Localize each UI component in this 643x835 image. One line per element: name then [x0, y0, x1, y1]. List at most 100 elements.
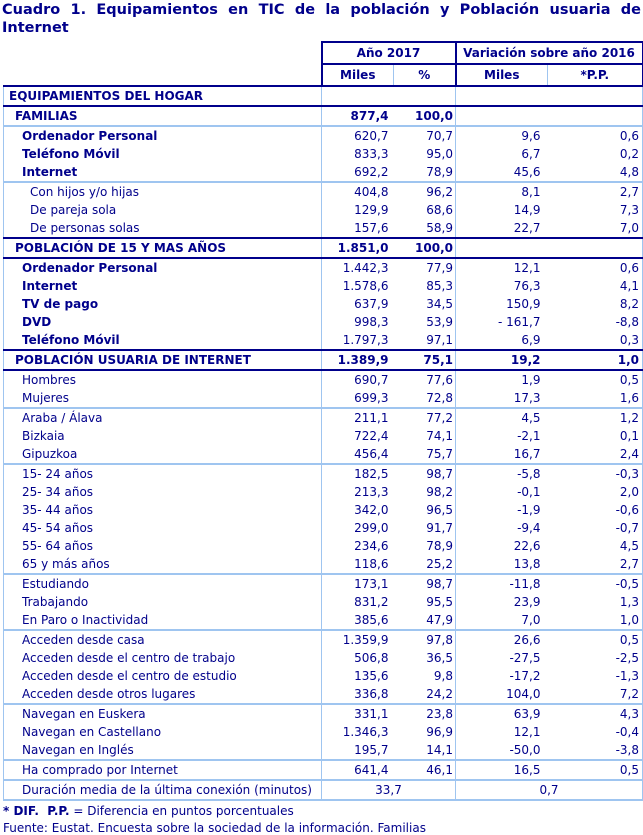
cell-pp-variation: 0,5 [547, 630, 643, 649]
cell-pct-2017: 85,3 [393, 277, 456, 295]
table-row: Navegan en Castellano 1.346,3 96,9 12,1 -0,4 [3, 723, 643, 741]
cell-miles-2017: 877,4 [321, 106, 394, 127]
table-row: 65 y más años 118,6 25,2 13,8 2,7 [3, 555, 643, 575]
cell-pct-2017: 36,5 [393, 649, 456, 667]
table-row: De personas solas 157,6 58,9 22,7 7,0 [3, 219, 643, 238]
cell-pct-2017: 98,7 [393, 464, 456, 483]
cell-pct-2017: 78,9 [393, 163, 456, 183]
cell-miles-variation: 150,9 [506, 297, 541, 311]
table-row: POBLACIÓN DE 15 Y MAS AÑOS 1.851,0 100,0 [3, 237, 643, 259]
cell-miles-2017: 692,2 [321, 163, 394, 183]
cell-miles-variation: 22,7 [513, 221, 541, 235]
cell-pct-2017: 98,2 [393, 483, 456, 501]
row-label: 55- 64 años [3, 537, 322, 555]
cell-miles-variation: 22,6 [513, 539, 541, 553]
cell-pp-variation: 4,3 [547, 704, 643, 723]
row-label: En Paro o Inactividad [3, 611, 322, 631]
cell-miles-2017: 211,1 [354, 411, 389, 425]
cell-miles-2017: 998,3 [354, 315, 389, 329]
cell-miles-variation: -9,4 [517, 521, 541, 535]
cell-miles-variation: 7,0 [455, 611, 548, 631]
row-label: 65 y más años [3, 555, 322, 575]
table-row: Navegan en Euskera 331,1 23,8 63,9 4,3 [3, 704, 643, 723]
cell-pct-2017: 98,7 [393, 574, 456, 593]
cell-pp-variation: 0,5 [547, 760, 643, 781]
cell-pct-2017: 68,6 [393, 201, 456, 219]
cell-miles-2017: 833,3 [354, 147, 389, 161]
cell-pp-variation: 4,1 [547, 277, 643, 295]
row-label: 25- 34 años [3, 483, 322, 501]
cell-miles-variation: 13,8 [455, 555, 548, 575]
row-label: Gipuzkoa [3, 445, 322, 465]
cell-pct-2017: 24,2 [393, 685, 456, 705]
cell-pp-variation: 2,7 [547, 555, 643, 575]
row-label: Mujeres [3, 389, 322, 409]
cell-miles-variation: 8,1 [521, 185, 541, 199]
table-row: Estudiando 173,1 98,7 -11,8 -0,5 [3, 574, 643, 593]
row-label: Ha comprado por Internet [3, 760, 322, 781]
cell-pp-variation [547, 237, 643, 259]
cell-pp-variation: -0,3 [547, 464, 643, 483]
cell-pct-2017 [393, 85, 456, 107]
table-row: Acceden desde el centro de trabajo 506,8 3… [3, 649, 643, 667]
cell-miles-variation: 12,1 [513, 261, 541, 275]
cell-pp-variation: 7,3 [547, 201, 643, 219]
cell-miles-variation: 12,1 [513, 725, 541, 739]
cell-pp-variation: 0,6 [547, 126, 643, 145]
row-label: Duración media de la última conexión (mi… [3, 780, 322, 801]
row-label: Internet [3, 277, 322, 295]
cell-miles-variation: -50,0 [455, 741, 548, 761]
row-label: Navegan en Euskera [3, 704, 322, 723]
table-row: Araba / Álava 211,1 77,2 4,5 1,2 [3, 408, 643, 427]
cell-pct-2017: 95,0 [393, 145, 456, 163]
row-label: FAMILIAS [3, 106, 322, 127]
cell-miles-2017: 213,3 [354, 485, 389, 499]
table-row: Ordenador Personal 620,7 70,7 9,6 0,6 [3, 126, 643, 145]
table-row: FAMILIAS 877,4 100,0 [3, 106, 643, 127]
cell-miles-variation [455, 237, 548, 259]
cell-pct-2017: 53,9 [393, 313, 456, 331]
table-row: 55- 64 años 234,6 78,9 22,6 4,5 [3, 537, 643, 555]
table-row: Mujeres 699,3 72,8 17,3 1,6 [3, 389, 643, 409]
cell-pct-2017: 23,8 [393, 704, 456, 723]
row-label: Acceden desde el centro de estudio [3, 667, 322, 685]
cell-pct-2017: 34,5 [393, 295, 456, 313]
cell-miles-variation: 1,9 [521, 373, 541, 387]
cell-pp-variation: 7,2 [547, 685, 643, 705]
row-label: Acceden desde casa [3, 630, 322, 649]
cell-pct-2017: 97,1 [393, 331, 456, 350]
cell-miles-2017: 299,0 [354, 521, 389, 535]
cell-pct-2017: 9,8 [393, 667, 456, 685]
cell-miles-2017: 831,2 [354, 595, 389, 609]
cell-miles-2017: 1.442,3 [342, 261, 389, 275]
row-label: Bizkaia [3, 427, 322, 445]
table-row: Internet 692,2 78,9 45,6 4,8 [3, 163, 643, 183]
table-row: Acceden desde otros lugares 336,8 24,2 104,… [3, 685, 643, 705]
table-row: Hombres 690,7 77,6 1,9 0,5 [3, 370, 643, 389]
cell-pct-2017: 14,1 [393, 741, 456, 761]
table-header: Año 2017 Variación sobre año 2016 Miles … [4, 41, 643, 87]
cell-miles-2017: 699,3 [321, 389, 394, 409]
cell-pp-variation: -3,8 [547, 741, 643, 761]
row-label: De personas solas [3, 219, 322, 238]
cell-pp-variation: 4,5 [547, 537, 643, 555]
cell-miles-variation: 16,5 [455, 760, 548, 781]
cell-miles-variation: -11,8 [509, 577, 541, 591]
row-label: Acceden desde el centro de trabajo [3, 649, 322, 667]
cell-miles-2017: 1.389,9 [321, 349, 394, 371]
cell-pct-2017: 47,9 [393, 611, 456, 631]
header-variation-2016: Variación sobre año 2016 [454, 41, 643, 65]
table-row: Acceden desde casa 1.359,9 97,8 26,6 0,5 [3, 630, 643, 649]
cell-pp-variation: 0,2 [547, 145, 643, 163]
cell-miles-2017: 641,4 [321, 760, 394, 781]
table-row: Bizkaia 722,4 74,1 -2,1 0,1 [3, 427, 643, 445]
header-miles-2017: Miles [320, 64, 394, 87]
cell-pp-variation: 0,3 [547, 331, 643, 350]
header-group-row: Año 2017 Variación sobre año 2016 [4, 41, 643, 65]
table-row: Ha comprado por Internet 641,4 46,1 16,5 0,5 [3, 760, 643, 781]
cell-pct-2017: 77,6 [393, 370, 456, 389]
cell-pct-2017: 100,0 [393, 237, 456, 259]
row-label: TV de pago [3, 295, 322, 313]
cell-miles-2017: 506,8 [354, 651, 389, 665]
